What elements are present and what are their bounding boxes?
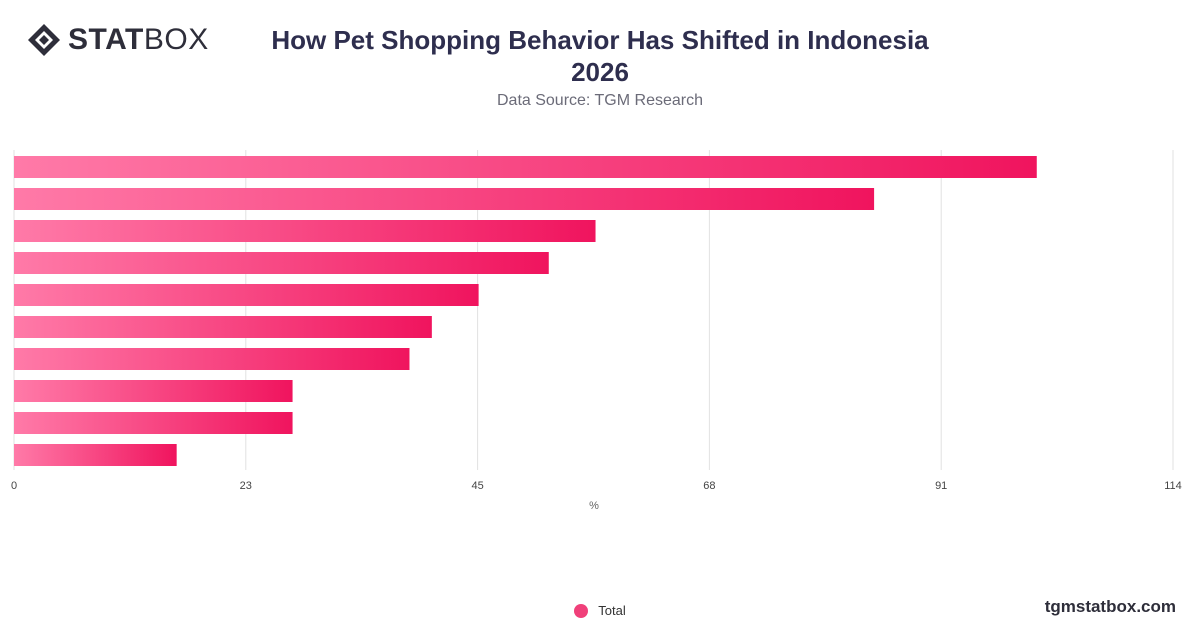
legend-swatch-icon (574, 603, 589, 618)
bar[interactable] (14, 252, 549, 274)
brand-wordmark-light: BOX (143, 23, 209, 56)
bar[interactable] (14, 156, 1037, 178)
x-axis-ticks: 0 23 45 68 91 114 (11, 480, 1182, 492)
x-tick-label: 45 (471, 480, 483, 492)
bar[interactable] (14, 284, 479, 306)
bar[interactable] (14, 188, 875, 210)
x-tick-label: 23 (240, 480, 252, 492)
statbox-diamond-icon (28, 24, 60, 56)
brand-wordmark-bold: STAT (68, 23, 144, 56)
x-tick-label: 0 (11, 480, 17, 492)
bar[interactable] (14, 316, 432, 338)
bar[interactable] (14, 220, 596, 242)
chart-subtitle: Data Source: TGM Research (496, 92, 703, 109)
x-tick-label: 68 (703, 480, 715, 492)
chart-title-line2: 2026 (571, 57, 629, 87)
bars (14, 156, 1037, 466)
brand-wordmark: STATBOX (68, 22, 209, 58)
bar[interactable] (14, 380, 293, 402)
x-axis-label: % (589, 500, 599, 512)
x-tick-label: 114 (1164, 480, 1182, 492)
bar[interactable] (14, 348, 410, 370)
bar[interactable] (14, 412, 293, 434)
chart-title: How Pet Shopping Behavior Has Shifted in… (0, 24, 1200, 88)
bar[interactable] (14, 444, 177, 466)
footer-site-link[interactable]: tgmstatbox.com (1044, 597, 1176, 616)
brand-logo: STATBOX (26, 22, 209, 58)
bar-chart: 0 23 45 68 91 114 % (11, 150, 1182, 512)
legend: Total (0, 603, 1200, 618)
chart-title-line1: How Pet Shopping Behavior Has Shifted in… (271, 25, 929, 55)
x-tick-label: 91 (935, 480, 947, 492)
legend-label-total: Total (598, 603, 626, 618)
